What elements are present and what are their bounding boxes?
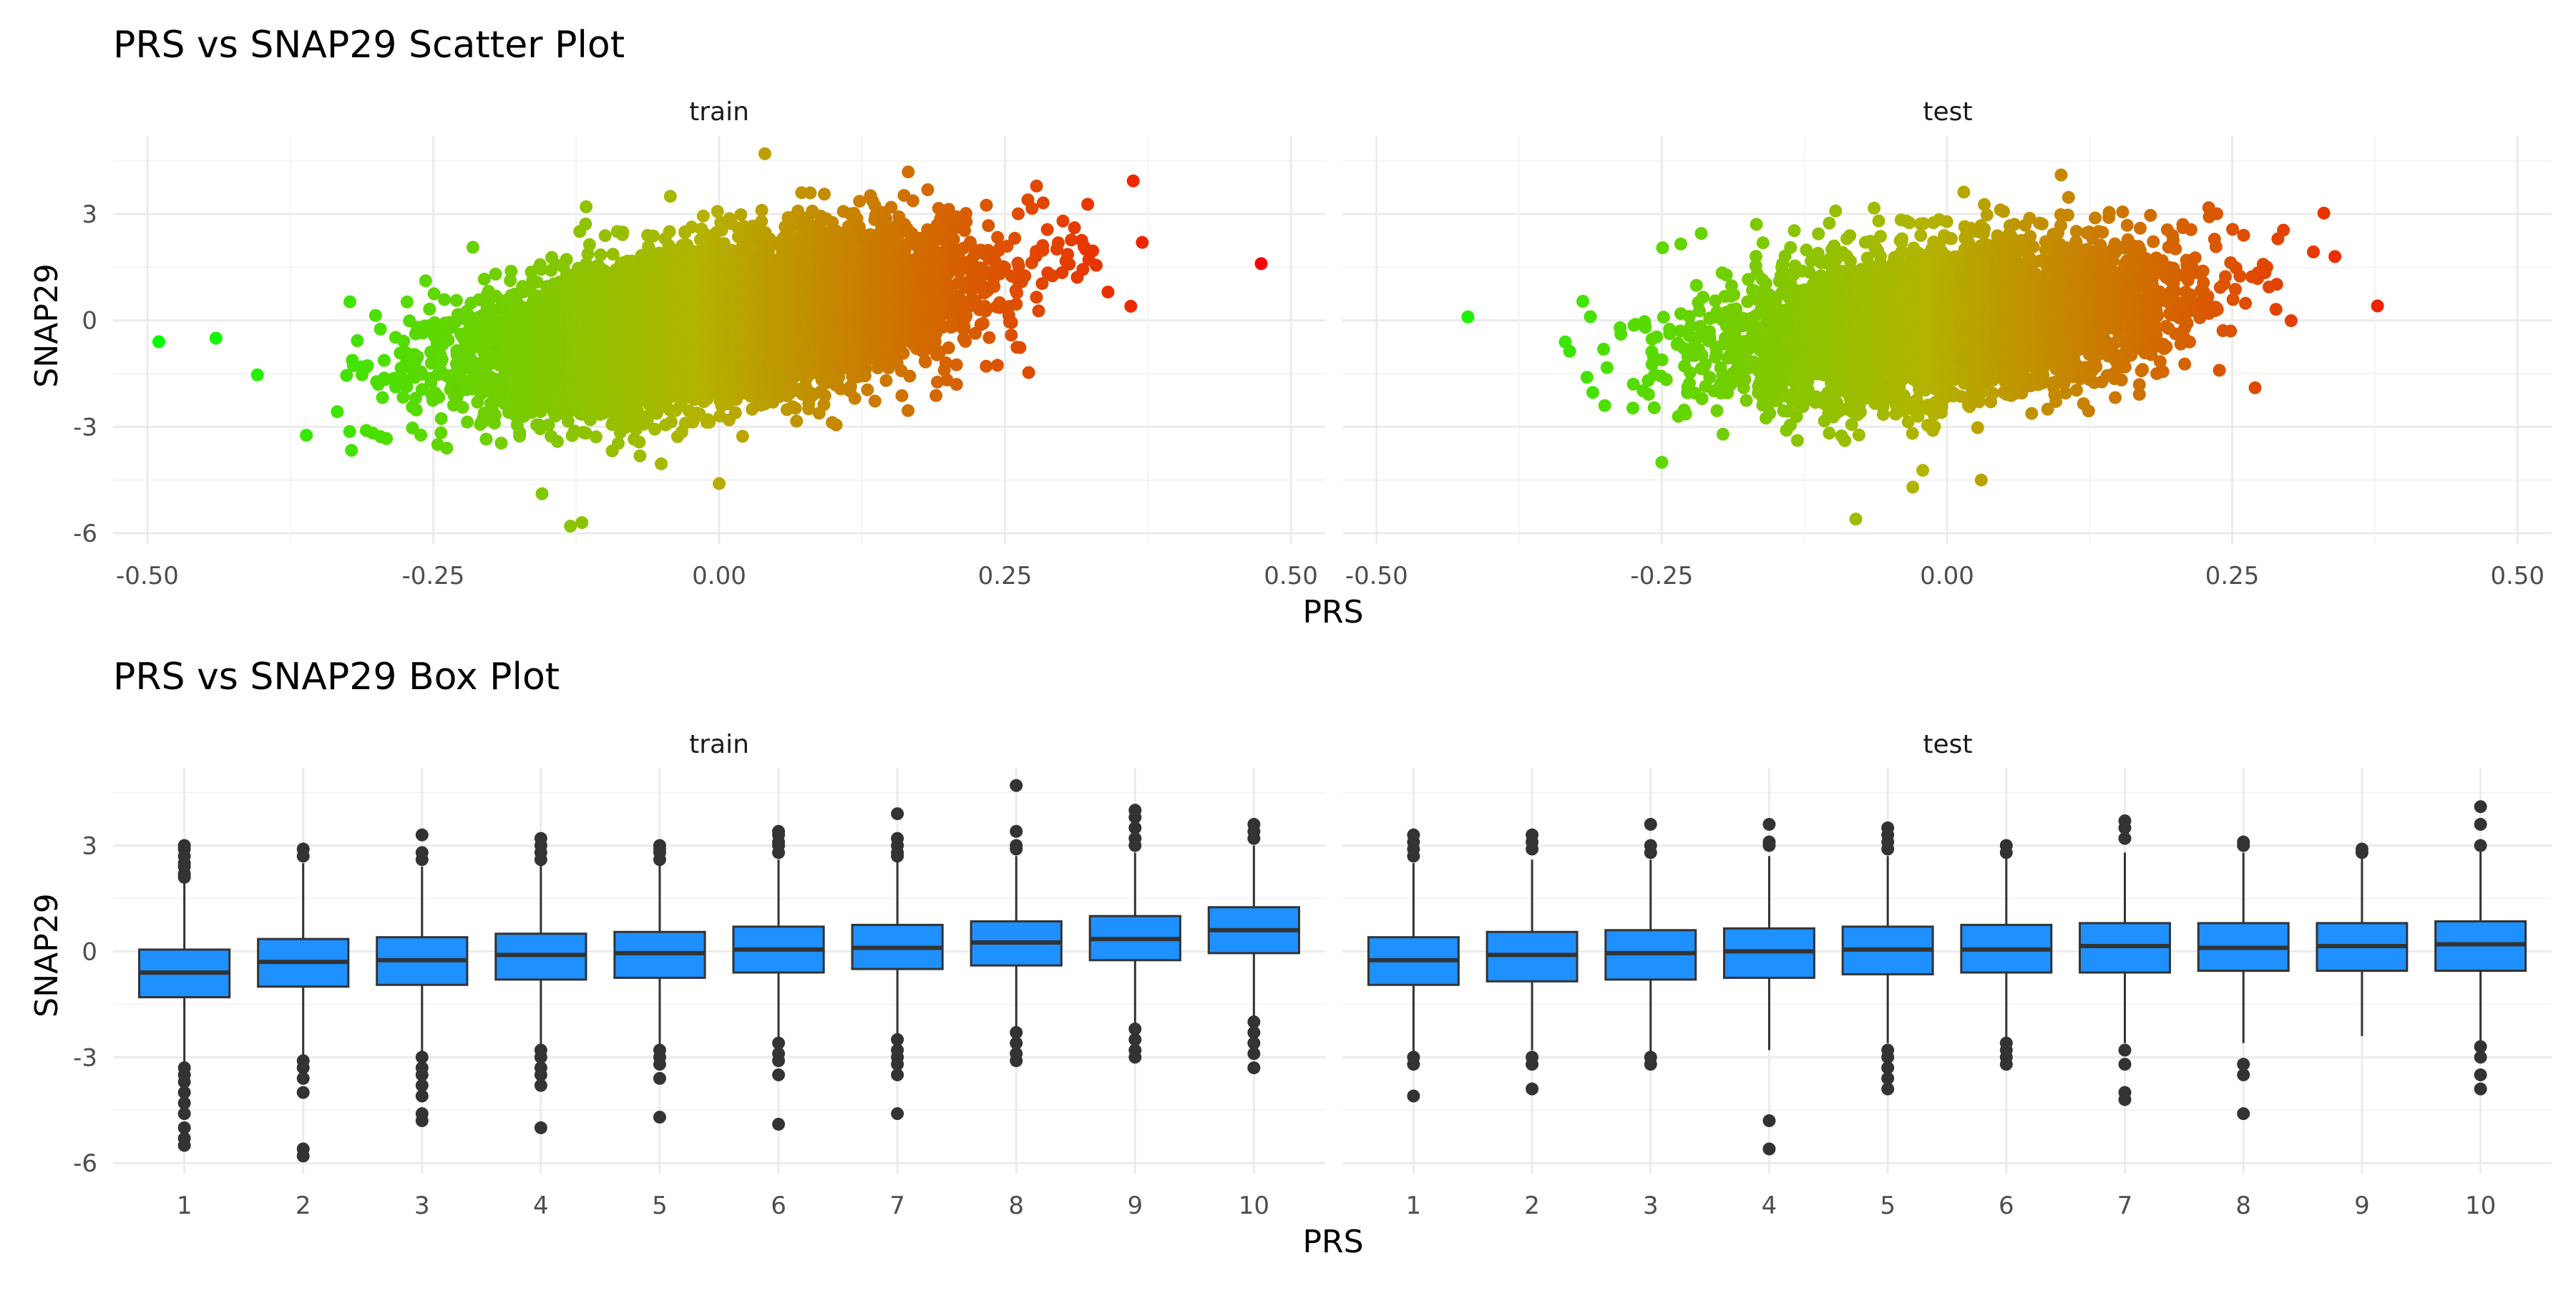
scatter-train-point [697,210,710,223]
scatter-facet-label-train: train [689,97,749,127]
scatter-train-point [440,442,453,454]
scatter-train-point [331,405,343,418]
scatter-train-point [580,200,592,213]
scatter-facet-label-test: test [1923,97,1972,127]
scatter-train-point [152,336,165,349]
scatter-train-point [434,427,447,439]
scatter-train-y-tick-label: 3 [82,200,97,229]
scatter-train-point [414,429,427,442]
scatter-train-point [513,426,526,439]
scatter-train-point [551,435,564,448]
scatter-train-x-tick-label: 0.00 [692,562,746,590]
scatter-train-point [560,253,573,266]
scatter-train-point [633,449,646,462]
scatter-train-point [361,359,374,372]
scatter-train-point [378,354,391,367]
scatter-train-point [374,323,387,336]
scatter-train-point [450,294,463,307]
scatter-train-point [575,516,588,529]
scatter-train-point [343,425,356,438]
scatter-train-point [411,350,424,363]
scatter-train-point [489,268,502,281]
scatter-train-point [419,274,432,287]
scatter-train-point [423,303,436,316]
scatter-panel-train: -6 -3 0 3 -0.50 -0.25 0.00 0.25 0.50 [73,136,1325,590]
scatter-train-point [564,520,577,532]
scatter-train-y-tick-label: -3 [73,413,97,442]
scatter-train-point [633,436,645,449]
scatter-train-point [655,457,668,470]
scatter-train-point [713,477,726,490]
scatter-train-x-tick-label: 0.25 [978,562,1033,590]
scatter-plot-title: PRS vs SNAP29 Scatter Plot [113,24,625,67]
scatter-train-point [401,296,414,308]
scatter-train-x-tick-label: -0.50 [116,562,179,590]
scatter-train-point [536,487,549,500]
scatter-train-point [479,433,492,446]
scatter-train-point [436,354,449,366]
scatter-train-point [300,429,313,442]
scatter-train-x-tick-label: -0.25 [401,562,464,590]
scatter-train-point [351,334,364,347]
scatter-train-y-tick-label: 0 [82,307,97,336]
scatter-train-x-tick-label: 0.50 [1264,562,1318,590]
scatter-train-point [594,248,607,261]
scatter-train-point [461,416,474,429]
scatter-train-point [345,444,358,457]
scatter-train-point [579,218,592,230]
scatter-train-point [457,401,469,414]
scatter-train-point [599,229,612,242]
scatter-train-y-tick-label: -6 [73,520,97,548]
scatter-train-point [590,430,602,443]
scatter-train-point [467,241,479,254]
scatter-train-point [478,273,491,286]
scatter-train-point [441,333,454,346]
scatter-train-point [376,391,389,404]
scatter-train-point [495,437,508,449]
scatter-train-point [583,238,596,251]
scatter-train-point [410,404,423,416]
scatter-train-point [369,309,382,322]
scatter-train-point [432,391,445,404]
scatter-train-point [665,416,678,429]
scatter-train-point [489,409,502,422]
scatter-train-point [663,225,676,238]
scatter-train-point [343,296,356,308]
scatter-train-point [210,332,223,345]
scatter-train-point [251,369,264,381]
scatter-train-point [647,230,660,243]
scatter-train-point [612,437,625,450]
scatter-train-point [711,205,724,218]
scatter-train-point [438,293,451,306]
scatter-train-point [504,265,517,278]
scatter-train-point [616,225,629,238]
scatter-train-point [380,432,393,445]
scatter-train-point [435,412,448,425]
scatter-train-point [664,190,677,203]
scatter-train-point [397,335,410,348]
